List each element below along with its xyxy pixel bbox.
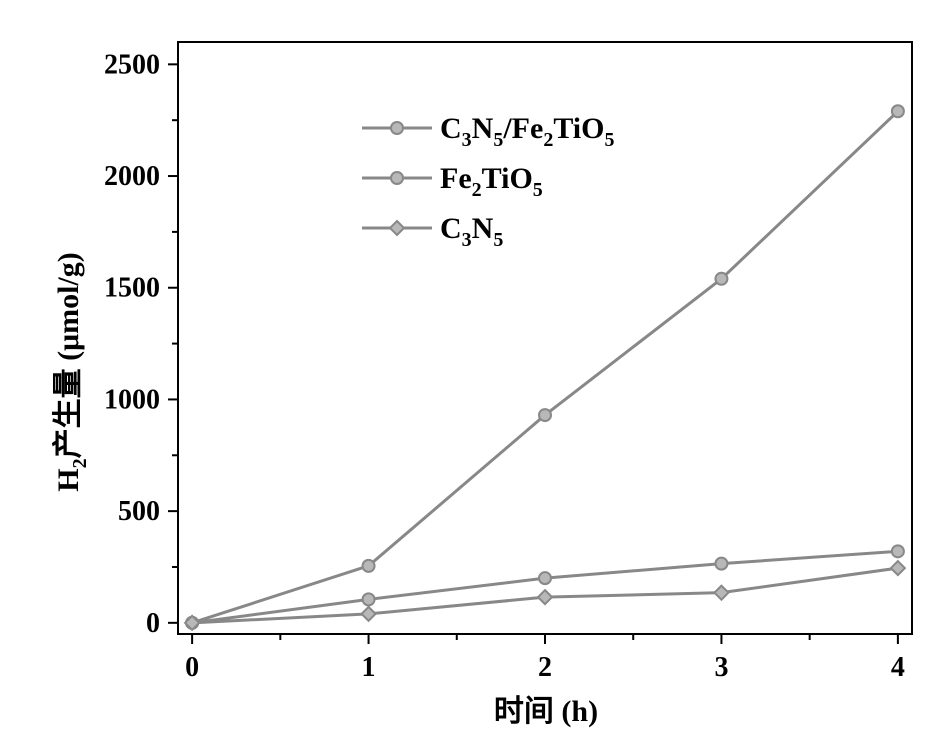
legend-label-part: 5 (493, 229, 503, 251)
legend-label-part: C (440, 212, 462, 245)
legend-marker (390, 171, 404, 185)
data-point (889, 559, 907, 577)
legend-item-c3n5: C3N5 (362, 212, 503, 251)
legend-item-c3n5-fe2tio5: C3N5/Fe2TiO5 (362, 112, 614, 151)
data-point (361, 592, 376, 607)
x-tick-label: 3 (714, 652, 728, 683)
data-point (714, 271, 729, 286)
legend-label-part: 3 (462, 229, 472, 251)
legend-label-part: 5 (533, 179, 543, 201)
x-tick-label: 1 (362, 652, 376, 683)
x-axis-label: 时间 (h) (494, 695, 598, 728)
y-axis-label-main: H (52, 468, 85, 491)
data-point (714, 556, 729, 571)
legend-label-part: C (440, 112, 462, 145)
legend-marker (390, 121, 404, 135)
y-tick-label: 1000 (104, 384, 160, 415)
y-axis-label-sub: 2 (69, 458, 91, 468)
data-point (713, 584, 730, 602)
legend-label-part: 5 (493, 129, 503, 151)
legend-label-part: 2 (543, 129, 553, 151)
legend-label-part: 5 (604, 129, 614, 151)
y-tick-label: 0 (146, 608, 160, 639)
legend-label-part: /Fe (502, 112, 543, 145)
data-point (361, 558, 376, 573)
legend-label: C3N5/Fe2TiO5 (440, 112, 614, 151)
y-axis-label-rest: 产生量 (μmol/g) (52, 252, 85, 458)
x-tick-label: 0 (185, 652, 199, 683)
y-tick-label: 1500 (104, 273, 160, 304)
x-tick-label: 4 (891, 652, 905, 683)
legend-label-part: N (472, 212, 494, 245)
legend-label-part: TiO (553, 112, 604, 145)
legend-item-fe2tio5: Fe2TiO5 (362, 162, 543, 201)
series-line (191, 110, 899, 625)
x-tick-label: 2 (538, 652, 552, 683)
legend-label: C3N5 (440, 212, 503, 251)
legend-marker (388, 219, 406, 237)
data-point (538, 571, 552, 586)
data-point (538, 408, 552, 423)
legend-label-part: 3 (462, 129, 472, 151)
series-c3n5 (183, 559, 907, 632)
data-point (890, 544, 905, 559)
data-point (360, 605, 377, 623)
ticks: 0 1 2 3 4 0 500 1000 1500 2000 2500 (104, 49, 905, 683)
legend-label-part: 2 (472, 179, 482, 201)
y-tick-label: 2500 (104, 49, 160, 80)
data-point (183, 614, 201, 632)
data-point (890, 104, 905, 119)
legend-label-part: TiO (482, 162, 533, 195)
svg-text:H2产生量 (μmol/g): H2产生量 (μmol/g) (52, 252, 91, 492)
legend-label-part: Fe (440, 162, 472, 195)
y-tick-label: 2000 (104, 161, 160, 192)
series-layer (183, 104, 907, 632)
y-tick-label: 500 (118, 496, 160, 527)
series-c3n5-fe2tio5 (185, 104, 905, 630)
legend-label-part: N (472, 112, 494, 145)
data-point (536, 588, 554, 606)
legend-label: Fe2TiO5 (440, 162, 543, 201)
y-axis-label: H2产生量 (μmol/g) (52, 252, 91, 492)
